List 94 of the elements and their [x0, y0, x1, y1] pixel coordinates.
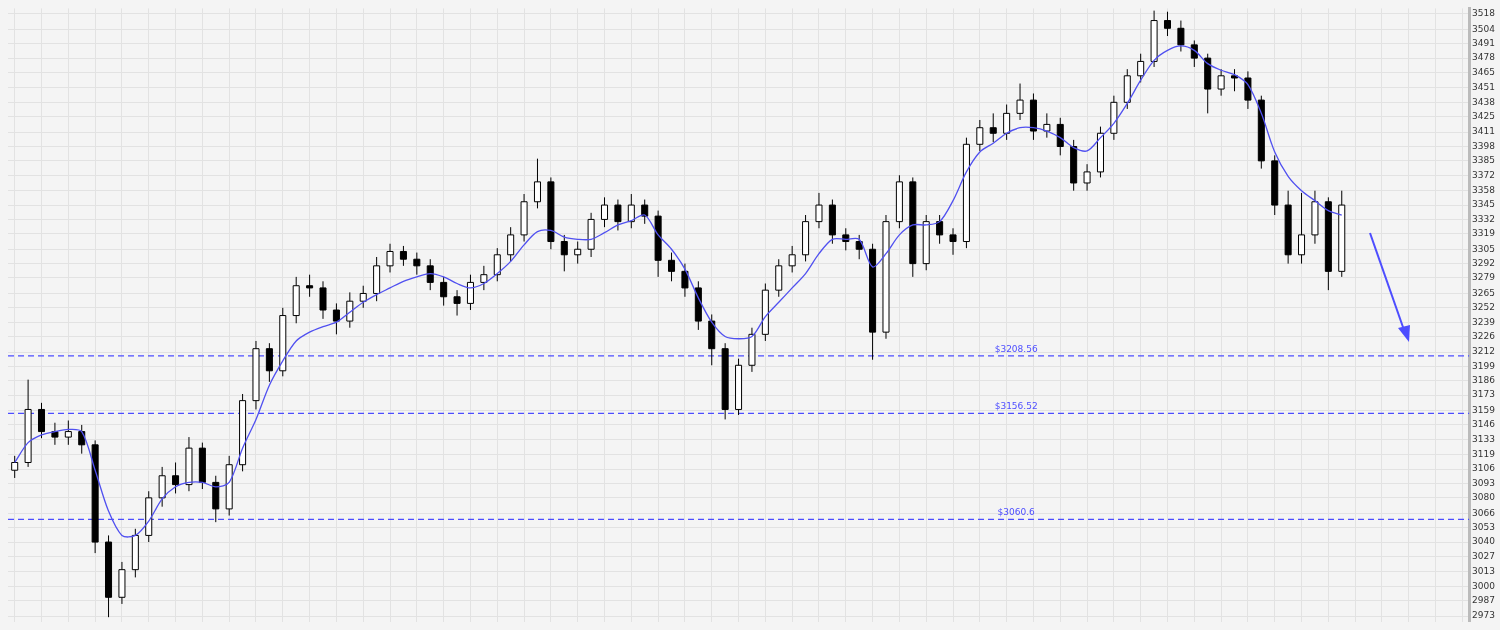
candlestick: [1003, 104, 1011, 141]
candlestick: [574, 241, 582, 265]
candlestick: [668, 252, 676, 282]
y-tick-label: 3173: [1472, 389, 1495, 400]
y-tick-label: 3146: [1472, 419, 1496, 430]
ref-line-label: $3156.52: [994, 401, 1038, 412]
y-tick-label: 3504: [1472, 23, 1496, 34]
candlestick: [359, 285, 367, 309]
y-tick-label: 3159: [1472, 404, 1496, 415]
candlestick: [1016, 83, 1024, 121]
candlestick: [1083, 163, 1091, 192]
candlestick: [788, 245, 796, 273]
candlestick: [466, 274, 474, 311]
candlestick: [600, 196, 609, 228]
y-tick-label: 3040: [1472, 536, 1496, 547]
candlestick: [11, 455, 19, 479]
y-tick-label: 3398: [1472, 140, 1496, 151]
y-tick-label: 2987: [1472, 594, 1495, 605]
candlestick: [976, 119, 984, 152]
y-tick-label: 3093: [1472, 477, 1495, 488]
y-tick-label: 3465: [1472, 66, 1495, 77]
y-tick-label: 3438: [1472, 96, 1496, 107]
y-tick-label: 3066: [1472, 507, 1496, 518]
candlestick: [560, 234, 568, 272]
y-tick-label: 3239: [1472, 316, 1496, 327]
y-tick-label: 3319: [1472, 228, 1496, 239]
candlestick: [507, 226, 515, 262]
y-tick-label: 3133: [1472, 433, 1495, 444]
candlestick: [493, 247, 501, 282]
y-tick-label: 3478: [1472, 52, 1496, 63]
y-tick-label: 3252: [1472, 302, 1495, 313]
candlestick: [1177, 20, 1185, 52]
y-tick-label: 3106: [1472, 463, 1496, 474]
candlestick: [158, 466, 166, 508]
candlestick: [386, 243, 394, 273]
y-tick-label: 3212: [1472, 346, 1495, 357]
y-tick-label: 3080: [1472, 492, 1496, 503]
candlestick: [332, 302, 340, 335]
candlestick: [1056, 117, 1064, 156]
y-tick-label: 3491: [1472, 38, 1495, 49]
candlestick: [399, 245, 407, 267]
candlestick: [37, 402, 46, 439]
candlestick: [641, 199, 649, 225]
candlestick: [1244, 70, 1252, 110]
candlestick: [949, 227, 957, 256]
candlestick: [989, 112, 997, 143]
candlestick: [1163, 11, 1172, 37]
y-tick-label: 3425: [1472, 111, 1495, 122]
y-tick-label: 3385: [1472, 155, 1495, 166]
candlestick: [64, 420, 72, 446]
ref-line-label: $3060.6: [997, 507, 1036, 518]
y-tick-label: 3279: [1472, 272, 1496, 283]
candlestick: [51, 422, 59, 446]
candlestick: [681, 263, 689, 298]
candlestick: [265, 342, 273, 383]
y-tick-label: 3199: [1472, 360, 1496, 371]
candlestick: [627, 193, 635, 229]
candlestick: [1298, 192, 1306, 265]
candlestick: [614, 199, 622, 231]
candlestick: [172, 462, 180, 494]
y-tick-label: 3226: [1472, 330, 1496, 341]
y-tick-label: 3518: [1472, 8, 1496, 19]
y-tick-label: 3013: [1472, 566, 1495, 577]
y-tick-label: 3265: [1472, 287, 1495, 298]
candlestick: [426, 258, 434, 291]
y-tick-label: 2973: [1472, 610, 1495, 621]
y-tick-label: 3345: [1472, 199, 1495, 210]
candlestick: [453, 289, 461, 317]
candlestick: [306, 274, 314, 298]
y-tick-label: 3411: [1472, 126, 1495, 137]
candlestick: [815, 192, 823, 229]
candlestick: [440, 276, 448, 307]
candlestick: [1043, 112, 1051, 139]
candlestick: [346, 291, 354, 329]
y-tick-label: 3332: [1472, 213, 1495, 224]
ref-line-label: $3208.56: [994, 343, 1038, 354]
candlestick: [855, 234, 863, 260]
candlestick: [1217, 68, 1225, 97]
candlestick: [936, 214, 944, 245]
y-tick-label: 3358: [1472, 185, 1496, 196]
candlestick: [480, 265, 488, 291]
y-tick-label: 3305: [1472, 243, 1495, 254]
y-tick-label: 3000: [1472, 580, 1496, 591]
candlestick: [319, 280, 327, 320]
candlestick: [1231, 68, 1239, 92]
y-tick-label: 3186: [1472, 375, 1496, 386]
y-tick-label: 3053: [1472, 522, 1495, 533]
y-tick-label: 3027: [1472, 550, 1495, 561]
y-tick-label: 3372: [1472, 169, 1495, 180]
candlestick: [533, 158, 541, 209]
y-tick-label: 3292: [1472, 257, 1495, 268]
candlestick: [413, 252, 421, 276]
y-tick-label: 3451: [1472, 82, 1495, 93]
y-tick-label: 3119: [1472, 449, 1496, 460]
